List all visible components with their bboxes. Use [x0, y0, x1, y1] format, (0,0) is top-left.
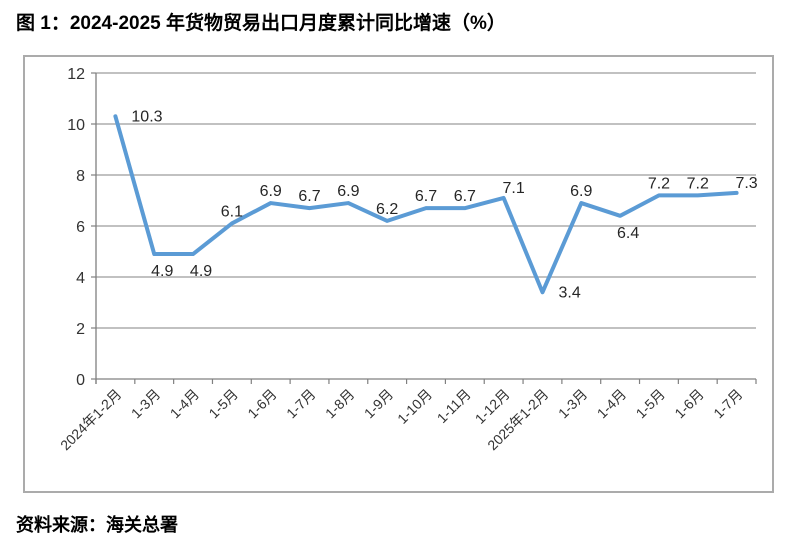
data-label: 6.9 — [260, 183, 282, 200]
x-tick-label: 1-7月 — [710, 386, 746, 422]
x-tick-label: 1-6月 — [671, 386, 707, 422]
x-tick-label: 1-8月 — [322, 386, 358, 422]
x-tick-label: 1-3月 — [128, 386, 164, 422]
data-label: 6.7 — [454, 188, 476, 205]
data-label: 6.7 — [415, 188, 437, 205]
data-label: 7.1 — [503, 180, 525, 197]
y-tick-label: 10 — [67, 117, 85, 134]
x-tick-label: 1-7月 — [283, 386, 319, 422]
data-label: 7.2 — [648, 175, 670, 192]
y-tick-label: 0 — [76, 372, 85, 389]
y-tick-label: 8 — [76, 168, 85, 185]
data-line — [113, 114, 739, 295]
x-tick-label: 1-10月 — [394, 386, 435, 427]
y-tick-label: 4 — [76, 270, 85, 287]
data-label: 7.3 — [735, 175, 757, 192]
data-label: 4.9 — [151, 263, 173, 280]
x-tick-label: 1-3月 — [555, 386, 591, 422]
x-tick-label: 1-5月 — [205, 386, 241, 422]
x-tick-label: 2024年1-2月 — [57, 386, 124, 453]
data-label: 7.2 — [687, 175, 709, 192]
data-label: 6.4 — [617, 225, 639, 242]
x-tick-label: 1-5月 — [633, 386, 669, 422]
figure-title: 图 1：2024-2025 年货物贸易出口月度累计同比增速（%） — [16, 13, 506, 34]
data-label: 6.9 — [570, 183, 592, 200]
data-label: 6.7 — [298, 188, 320, 205]
data-label: 6.9 — [337, 183, 359, 200]
x-tick-label: 1-4月 — [167, 386, 203, 422]
data-label: 6.1 — [221, 203, 243, 220]
x-tick-label: 1-4月 — [594, 386, 630, 422]
y-tick-label: 12 — [67, 66, 85, 83]
y-tick-label: 2 — [76, 321, 85, 338]
x-tick-label: 1-6月 — [244, 386, 280, 422]
data-label: 3.4 — [558, 284, 580, 301]
chart-frame: 0 2 4 6 8 10 12 2024年1-2月 1-3月 1-4月 1-5月 1-6月 1-7月 1-… — [23, 55, 774, 493]
source-note: 资料来源：海关总署 — [16, 515, 178, 535]
y-tick-label: 6 — [76, 219, 85, 236]
x-tick-label: 1-9月 — [361, 386, 397, 422]
data-label: 4.9 — [190, 263, 212, 280]
x-tick-label: 1-11月 — [434, 386, 474, 426]
data-label: 6.2 — [376, 201, 398, 218]
data-label: 10.3 — [131, 108, 162, 125]
